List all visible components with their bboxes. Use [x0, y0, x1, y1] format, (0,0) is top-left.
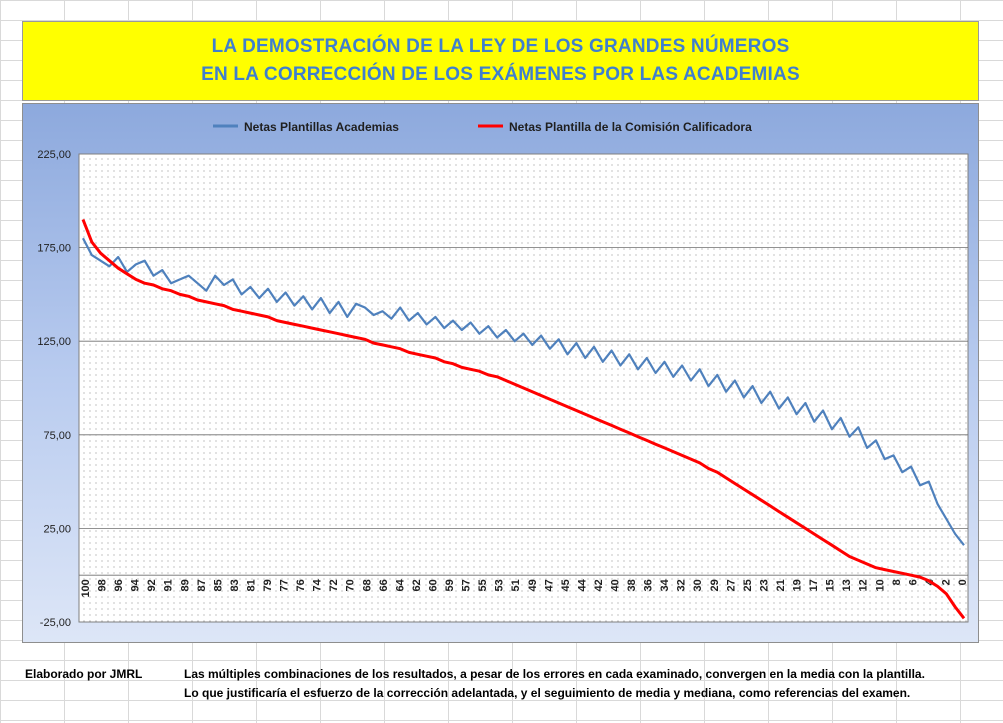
x-tick-label: 66 [378, 579, 390, 591]
x-tick-label: 64 [394, 578, 406, 591]
chart-legend: Netas Plantillas Academias Netas Plantil… [213, 120, 752, 134]
x-tick-label: 23 [758, 579, 770, 591]
y-axis: -25,00 25,00 75,00 125,00 175,00 225,00 [37, 149, 71, 629]
chart-title-line-1: LA DEMOSTRACIÓN DE LA LEY DE LOS GRANDES… [211, 36, 790, 57]
chart-area: Netas Plantillas Academias Netas Plantil… [22, 103, 979, 643]
x-tick-label: 92 [146, 579, 158, 591]
x-tick-label: 15 [825, 579, 837, 591]
y-tick-label: 125,00 [37, 336, 71, 348]
x-tick-label: 72 [328, 579, 340, 591]
x-tick-label: 94 [130, 578, 142, 591]
x-tick-label: 45 [560, 579, 572, 591]
x-tick-label: 32 [676, 579, 688, 591]
x-tick-label: 81 [245, 579, 257, 591]
x-tick-label: 62 [411, 579, 423, 591]
x-tick-label: 59 [444, 579, 456, 591]
x-tick-label: 70 [345, 579, 357, 591]
x-tick-label: 12 [858, 579, 870, 591]
x-tick-label: 74 [312, 578, 324, 591]
y-tick-label: 75,00 [43, 430, 71, 442]
x-tick-label: 53 [494, 579, 506, 591]
chart-title-line-2: EN LA CORRECCIÓN DE LOS EXÁMENES POR LAS… [201, 64, 800, 85]
x-tick-label: 40 [610, 579, 622, 591]
y-tick-label: 225,00 [37, 149, 71, 161]
x-tick-label: 44 [576, 578, 588, 591]
footer: Elaborado por JMRL Las múltiples combina… [0, 657, 1003, 723]
x-tick-label: 91 [163, 579, 175, 591]
x-tick-label: 57 [461, 579, 473, 591]
y-tick-label: -25,00 [40, 617, 71, 629]
x-tick-label: 13 [841, 579, 853, 591]
x-tick-label: 89 [179, 579, 191, 591]
x-tick-label: 98 [97, 579, 109, 591]
gridlines [79, 247, 968, 576]
x-tick-label: 68 [361, 579, 373, 591]
x-tick-label: 60 [427, 579, 439, 591]
x-tick-label: 85 [212, 579, 224, 591]
line-chart: Netas Plantillas Academias Netas Plantil… [37, 120, 969, 629]
x-tick-label: 34 [659, 578, 671, 591]
legend-label-comision: Netas Plantilla de la Comisión Calificad… [509, 120, 752, 134]
x-tick-label: 25 [742, 579, 754, 591]
x-tick-label: 96 [113, 579, 125, 591]
x-tick-label: 2 [940, 579, 952, 585]
x-tick-label: 55 [477, 579, 489, 591]
y-tick-label: 175,00 [37, 243, 71, 255]
x-tick-label: 0 [957, 579, 969, 585]
x-tick-label: 87 [196, 579, 208, 591]
x-tick-label: 27 [725, 579, 737, 591]
x-tick-label: 38 [626, 579, 638, 591]
x-tick-label: 83 [229, 579, 241, 591]
x-tick-label: 29 [709, 579, 721, 591]
x-tick-label: 6 [907, 579, 919, 585]
x-tick-label: 42 [593, 579, 605, 591]
series-layer [81, 218, 966, 620]
legend-label-academias: Netas Plantillas Academias [244, 120, 399, 134]
x-tick-label: 100 [80, 579, 92, 597]
x-tick-label: 77 [279, 579, 291, 591]
x-tick-label: 10 [874, 579, 886, 591]
x-tick-label: 79 [262, 579, 274, 591]
chart-title-banner: LA DEMOSTRACIÓN DE LA LEY DE LOS GRANDES… [22, 21, 979, 101]
x-axis: 100 98 96 94 92 91 89 87 85 83 81 79 77 76 74 72 70 68 66 6… [80, 578, 969, 597]
x-tick-label: 36 [643, 579, 655, 591]
x-tick-label: 49 [527, 579, 539, 591]
series-line-comision [81, 218, 966, 620]
footer-author: Elaborado por JMRL [25, 667, 143, 681]
x-tick-label: 76 [295, 579, 307, 591]
footer-note-1: Las múltiples combinaciones de los resul… [184, 667, 925, 681]
x-tick-label: 17 [808, 579, 820, 591]
x-tick-label: 8 [891, 579, 903, 585]
x-tick-label: 30 [692, 579, 704, 591]
x-tick-label: 21 [775, 579, 787, 591]
x-tick-label: 51 [510, 579, 522, 591]
y-tick-label: 25,00 [43, 523, 71, 535]
footer-note-2: Lo que justificaría el esfuerzo de la co… [184, 686, 911, 700]
series-line-academias [82, 237, 965, 546]
x-tick-label: 19 [792, 579, 804, 591]
x-tick-label: 47 [543, 579, 555, 591]
